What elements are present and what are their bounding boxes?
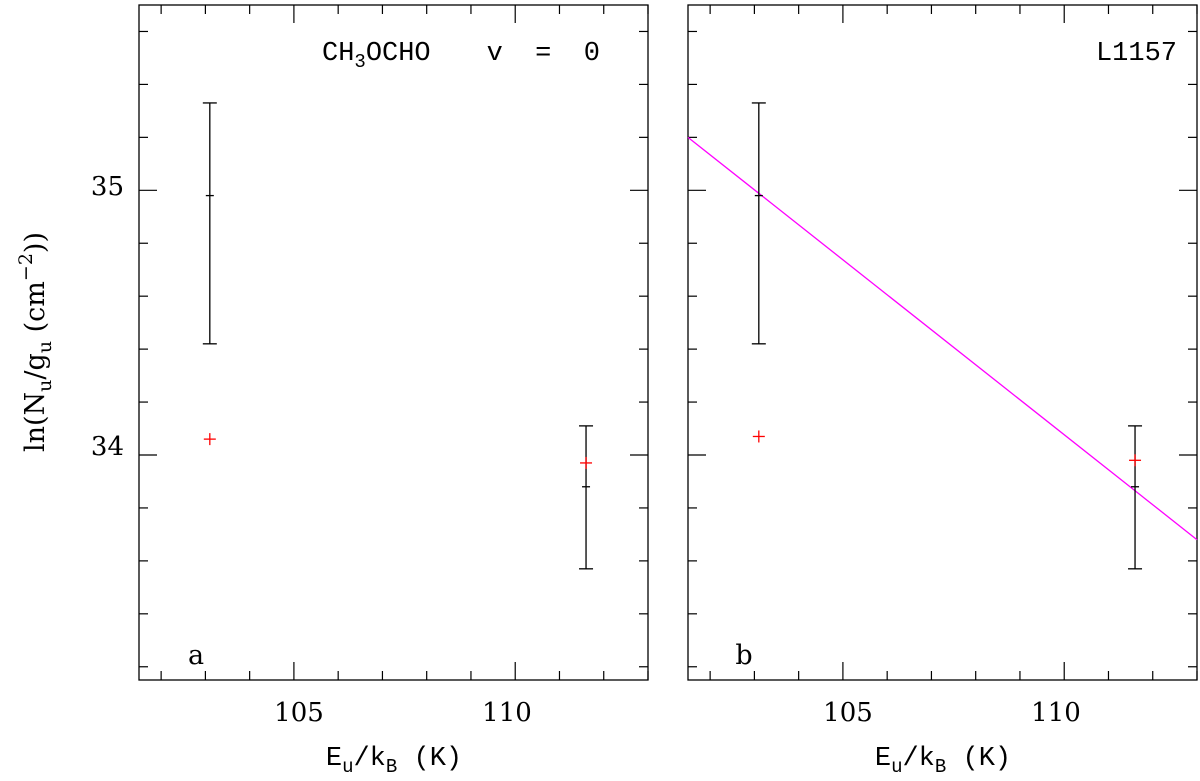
y-tick-label-35: 35: [91, 172, 124, 202]
panel-a-x-tick-label-105: 105: [274, 698, 324, 728]
panel-b-x-tick-label-105: 105: [823, 698, 873, 728]
panel-b-x-axis-label: Eu/kB (K): [875, 744, 1011, 778]
panel-a-x-axis-label: Eu/kB (K): [326, 744, 462, 778]
panel-b-frame: [687, 4, 1198, 681]
panel-b-data: [687, 102, 1198, 570]
panel-a-label: a: [188, 640, 204, 671]
panel-b-observed-point-1: [751, 102, 766, 345]
y-tick-label-34: 34: [91, 432, 124, 462]
y-axis-label: ln(Nu/gu (cm−2)): [15, 232, 56, 452]
panel-b-label: b: [735, 640, 752, 671]
panel-b-model-point-1: [752, 430, 765, 443]
panel-a-x-tick-label-110: 110: [482, 698, 532, 728]
panel-b-title: L1157: [1096, 39, 1177, 69]
panel-a-title-molecule: CH3OCHO: [322, 39, 431, 73]
panel-a-frame: [138, 4, 649, 681]
panel-a-model-point-2: [580, 456, 593, 469]
panel-b-ticks: [688, 5, 1198, 680]
panel-a-data: [202, 102, 594, 570]
panel-b-fit-line: [687, 136, 1198, 541]
panel-b-x-tick-label-110: 110: [1031, 698, 1081, 728]
panel-a-observed-point-1: [202, 102, 217, 345]
panel-a-title-state: v = 0: [487, 39, 600, 69]
panel-b-model-point-2: [1129, 454, 1142, 467]
panel-a-model-point-1: [203, 433, 216, 446]
panel-a-ticks: [139, 5, 649, 680]
panel-a-observed-point-2: [579, 425, 594, 570]
panel-b-observed-point-2: [1128, 425, 1143, 570]
